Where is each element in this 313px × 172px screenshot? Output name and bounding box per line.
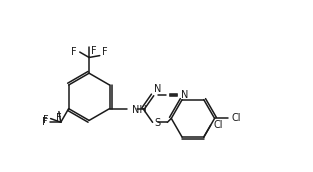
Text: Cl: Cl <box>213 120 223 130</box>
Text: NH: NH <box>132 105 147 115</box>
Text: F: F <box>91 46 97 56</box>
Text: F: F <box>71 47 77 57</box>
Text: S: S <box>155 118 161 128</box>
Text: F: F <box>43 115 49 125</box>
Text: N: N <box>154 84 161 94</box>
Text: Cl: Cl <box>231 113 241 123</box>
Text: F: F <box>56 113 62 123</box>
Text: F: F <box>42 117 48 127</box>
Text: N: N <box>181 90 188 100</box>
Text: F: F <box>102 47 107 57</box>
